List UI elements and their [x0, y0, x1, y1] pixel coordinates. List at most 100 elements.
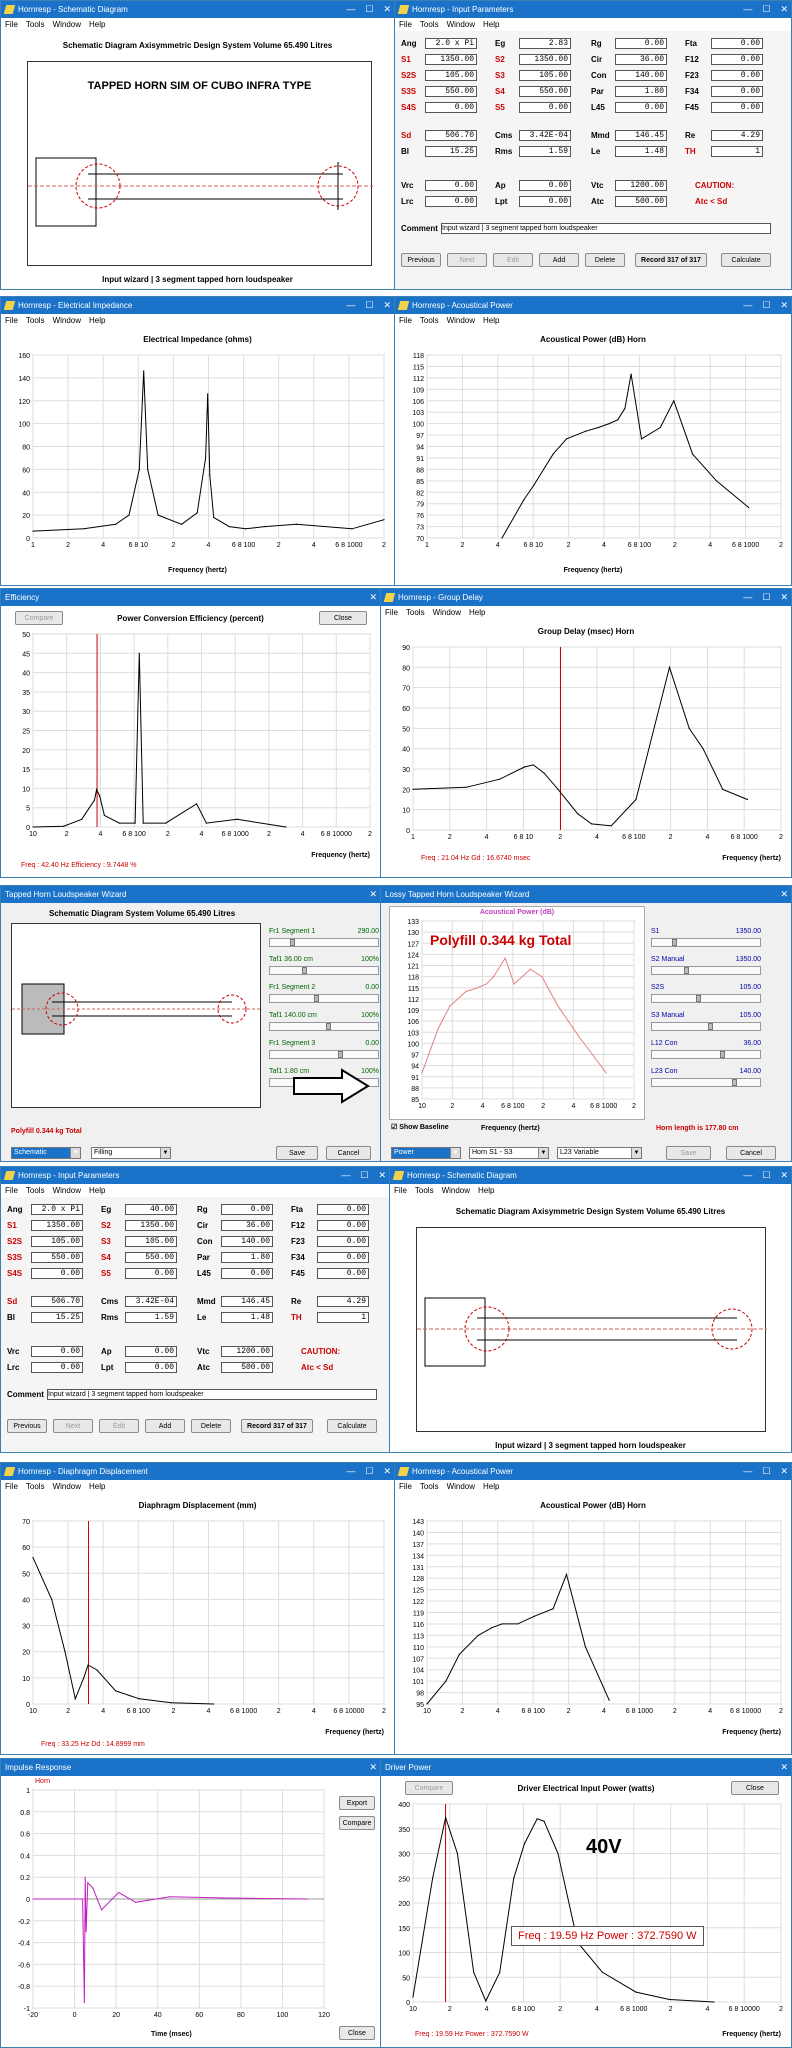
menu-file[interactable]: File	[5, 316, 18, 325]
minimize-icon[interactable]: —	[743, 1170, 753, 1180]
param-field[interactable]: 0.00	[317, 1204, 369, 1215]
title-bar[interactable]: Efficiency ✕	[1, 589, 380, 606]
param-field[interactable]: 0.00	[125, 1346, 177, 1357]
title-bar[interactable]: Hornresp - Electrical Impedance — ☐ ✕	[1, 297, 394, 314]
close-icon[interactable]: ✕	[383, 1466, 391, 1476]
param-field[interactable]: 0.00	[317, 1220, 369, 1231]
menu-file[interactable]: File	[385, 608, 398, 617]
edit-button[interactable]: Edit	[99, 1419, 139, 1433]
param-field[interactable]: 0.00	[31, 1268, 83, 1279]
param-field[interactable]: 1200.00	[615, 180, 667, 191]
menu-window[interactable]: Window	[446, 20, 476, 29]
param-field[interactable]: 146.45	[221, 1296, 273, 1307]
param-field[interactable]: 4.29	[711, 130, 763, 141]
menu-window[interactable]: Window	[52, 1186, 82, 1195]
param-field[interactable]: 1200.00	[221, 1346, 273, 1357]
param-field[interactable]: 0.00	[221, 1204, 273, 1215]
previous-button[interactable]: Previous	[401, 253, 441, 267]
param-field[interactable]: 1350.00	[125, 1220, 177, 1231]
slider-thumb[interactable]	[290, 939, 295, 946]
show-baseline-checkbox[interactable]: ☑ Show Baseline	[391, 1124, 449, 1131]
maximize-icon[interactable]: ☐	[762, 1170, 771, 1180]
param-field[interactable]: 1350.00	[31, 1220, 83, 1231]
maximize-icon[interactable]: ☐	[762, 1466, 771, 1476]
slider-thumb[interactable]	[338, 1051, 343, 1058]
menu-tools[interactable]: Tools	[414, 1186, 434, 1195]
param-field[interactable]: 1	[711, 146, 763, 157]
maximize-icon[interactable]: ☐	[365, 1466, 374, 1476]
menu-window[interactable]: Window	[52, 1482, 82, 1491]
param-field[interactable]: 506.70	[31, 1296, 83, 1307]
param-field[interactable]: 36.00	[221, 1220, 273, 1231]
slider-thumb[interactable]	[720, 1051, 725, 1058]
slider-thumb[interactable]	[696, 995, 701, 1002]
param-field[interactable]: 105.00	[425, 70, 477, 81]
compare-button[interactable]: Compare	[405, 1781, 453, 1795]
compare-button[interactable]: Compare	[15, 611, 63, 625]
param-slider[interactable]	[269, 966, 379, 975]
param-field[interactable]: 0.00	[711, 54, 763, 65]
variable-dropdown[interactable]: L23 Variable ▼	[557, 1147, 642, 1159]
add-button[interactable]: Add	[145, 1419, 185, 1433]
maximize-icon[interactable]: ☐	[762, 592, 771, 602]
param-field[interactable]: 1.48	[615, 146, 667, 157]
param-field[interactable]: 2.0 x Pi	[31, 1204, 83, 1215]
menu-help[interactable]: Help	[469, 608, 486, 617]
param-field[interactable]: 0.00	[221, 1268, 273, 1279]
minimize-icon[interactable]: —	[346, 1466, 356, 1476]
param-field[interactable]: 105.00	[31, 1236, 83, 1247]
param-field[interactable]: 0.00	[711, 86, 763, 97]
close-icon[interactable]: ✕	[780, 1466, 788, 1476]
minimize-icon[interactable]: —	[743, 1466, 753, 1476]
title-bar[interactable]: Hornresp - Schematic Diagram — ☐ ✕	[390, 1167, 791, 1184]
slider-thumb[interactable]	[708, 1023, 713, 1030]
param-field[interactable]: 4.29	[317, 1296, 369, 1307]
chart-type-dropdown[interactable]: Power ▼	[391, 1147, 461, 1159]
minimize-icon[interactable]: —	[346, 4, 356, 14]
param-field[interactable]: 1350.00	[519, 54, 571, 65]
menu-help[interactable]: Help	[89, 1482, 106, 1491]
title-bar[interactable]: Hornresp - Acoustical Power — ☐ ✕	[395, 297, 791, 314]
menu-window[interactable]: Window	[441, 1186, 471, 1195]
maximize-icon[interactable]: ☐	[360, 1170, 369, 1180]
menu-window[interactable]: Window	[446, 1482, 476, 1491]
close-icon[interactable]: ✕	[369, 592, 377, 602]
previous-button[interactable]: Previous	[7, 1419, 47, 1433]
param-field[interactable]: 500.00	[615, 196, 667, 207]
param-field[interactable]: 0.00	[711, 38, 763, 49]
param-slider[interactable]	[269, 1022, 379, 1031]
param-field[interactable]: 3.42E-04	[519, 130, 571, 141]
save-button[interactable]: Save	[666, 1146, 711, 1160]
delete-button[interactable]: Delete	[585, 253, 625, 267]
param-field[interactable]: 0.00	[615, 38, 667, 49]
param-field[interactable]: 0.00	[317, 1268, 369, 1279]
param-field[interactable]: 1.80	[221, 1252, 273, 1263]
menu-tools[interactable]: Tools	[419, 316, 439, 325]
close-icon[interactable]: ✕	[780, 1170, 788, 1180]
maximize-icon[interactable]: ☐	[762, 4, 771, 14]
menu-file[interactable]: File	[5, 20, 18, 29]
menu-help[interactable]: Help	[89, 1186, 106, 1195]
param-field[interactable]: 0.00	[711, 70, 763, 81]
param-field[interactable]: 0.00	[425, 196, 477, 207]
title-bar[interactable]: Hornresp - Input Parameters — ☐ ✕	[395, 1, 791, 18]
close-icon[interactable]: ✕	[383, 300, 391, 310]
slider-thumb[interactable]	[302, 967, 307, 974]
param-field[interactable]: 0.00	[125, 1362, 177, 1373]
edit-button[interactable]: Edit	[493, 253, 533, 267]
param-field[interactable]: 140.00	[221, 1236, 273, 1247]
param-field[interactable]: 146.45	[615, 130, 667, 141]
menu-file[interactable]: File	[399, 20, 412, 29]
close-icon[interactable]: ✕	[780, 1762, 788, 1772]
param-slider[interactable]	[269, 938, 379, 947]
menu-window[interactable]: Window	[446, 316, 476, 325]
slider-thumb[interactable]	[732, 1079, 737, 1086]
param-field[interactable]: 550.00	[425, 86, 477, 97]
param-field[interactable]: 0.00	[519, 102, 571, 113]
calculate-button[interactable]: Calculate	[721, 253, 771, 267]
title-bar[interactable]: Lossy Tapped Horn Loudspeaker Wizard ✕	[381, 886, 791, 903]
title-bar[interactable]: Tapped Horn Loudspeaker Wizard ✕	[1, 886, 380, 903]
menu-tools[interactable]: Tools	[25, 20, 45, 29]
param-field[interactable]: 36.00	[615, 54, 667, 65]
param-field[interactable]: 15.25	[425, 146, 477, 157]
